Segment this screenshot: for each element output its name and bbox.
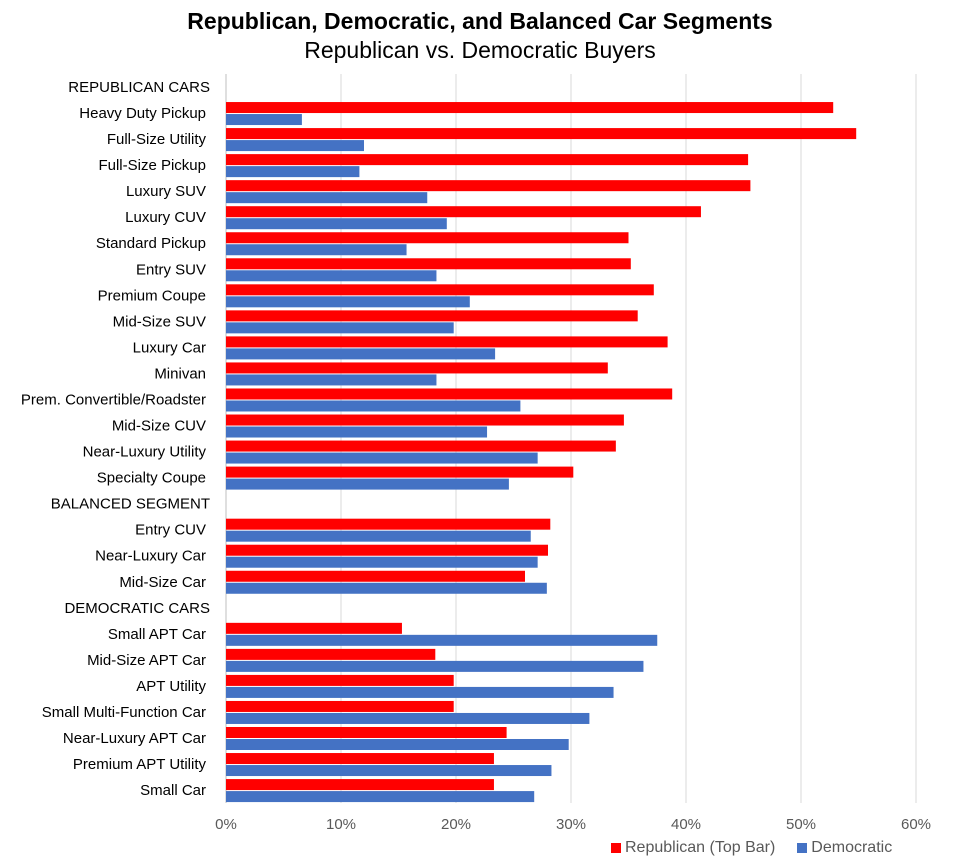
bar-democratic bbox=[226, 218, 447, 230]
bar-democratic bbox=[226, 582, 547, 594]
bar-democratic bbox=[226, 348, 496, 360]
bar-democratic bbox=[226, 712, 590, 724]
bar-republican bbox=[226, 648, 436, 660]
category-label: Mid-Size SUV bbox=[113, 313, 206, 330]
bar-democratic bbox=[226, 270, 437, 282]
bar-democratic bbox=[226, 530, 531, 542]
bar-republican bbox=[226, 544, 548, 556]
category-label: Prem. Convertible/Roadster bbox=[21, 391, 206, 408]
category-label: Small APT Car bbox=[108, 626, 206, 643]
category-label: Luxury SUV bbox=[126, 183, 206, 200]
bar-republican bbox=[226, 102, 834, 114]
bar-republican bbox=[226, 258, 631, 270]
x-tick-label: 60% bbox=[901, 816, 931, 833]
bar-republican bbox=[226, 700, 454, 712]
category-label: Near-Luxury APT Car bbox=[63, 730, 206, 747]
category-label: Small Car bbox=[140, 782, 206, 799]
bar-democratic bbox=[226, 140, 364, 152]
legend: Republican (Top Bar) Democratic bbox=[611, 839, 914, 857]
bar-democratic bbox=[226, 478, 509, 490]
bar-republican bbox=[226, 128, 857, 140]
bar-democratic bbox=[226, 322, 454, 334]
bar-republican bbox=[226, 336, 668, 348]
group-header-label: BALANCED SEGMENT bbox=[51, 496, 210, 513]
bar-republican bbox=[226, 622, 402, 634]
legend-item-democratic: Democratic bbox=[797, 839, 892, 857]
category-label: Minivan bbox=[154, 365, 206, 382]
category-label: Small Multi-Function Car bbox=[42, 704, 206, 721]
group-header-label: REPUBLICAN CARS bbox=[68, 79, 210, 96]
bar-republican bbox=[226, 362, 608, 374]
bar-republican bbox=[226, 518, 551, 530]
category-label: Entry CUV bbox=[135, 522, 206, 539]
bar-republican bbox=[226, 154, 749, 166]
bar-democratic bbox=[226, 660, 644, 672]
x-tick-label: 10% bbox=[326, 816, 356, 833]
bar-republican bbox=[226, 440, 616, 452]
bar-democratic bbox=[226, 739, 569, 750]
bar-republican bbox=[226, 414, 624, 426]
bar-republican bbox=[226, 232, 629, 244]
category-label: Mid-Size Car bbox=[119, 574, 206, 591]
bar-republican bbox=[226, 388, 673, 400]
bar-democratic bbox=[226, 686, 614, 698]
bar-democratic bbox=[226, 791, 535, 803]
bar-republican bbox=[226, 466, 574, 478]
legend-swatch-republican bbox=[611, 843, 621, 853]
bar-republican bbox=[226, 674, 454, 686]
x-tick-label: 0% bbox=[215, 816, 237, 833]
group-header-label: DEMOCRATIC CARS bbox=[64, 600, 210, 617]
legend-swatch-democratic bbox=[797, 843, 808, 853]
chart-title: Republican, Democratic, and Balanced Car… bbox=[187, 8, 773, 34]
bar-republican bbox=[226, 310, 638, 322]
bar-democratic bbox=[226, 426, 488, 438]
category-label: Specialty Coupe bbox=[97, 470, 206, 487]
category-label: Near-Luxury Utility bbox=[83, 444, 207, 461]
bar-democratic bbox=[226, 400, 521, 412]
x-tick-label: 20% bbox=[441, 816, 471, 833]
category-labels: REPUBLICAN CARS Heavy Duty Pickup Full-Siz… bbox=[21, 79, 210, 799]
category-label: Premium Coupe bbox=[98, 287, 206, 304]
category-label: APT Utility bbox=[136, 678, 206, 695]
category-label: Premium APT Utility bbox=[73, 756, 207, 773]
category-label: Luxury Car bbox=[133, 339, 206, 356]
bar-democratic bbox=[226, 556, 538, 568]
bar-republican bbox=[226, 284, 654, 296]
bar-republican bbox=[226, 753, 494, 765]
bar-democratic bbox=[226, 114, 302, 126]
category-label: Full-Size Utility bbox=[107, 131, 207, 148]
category-label: Luxury CUV bbox=[125, 209, 206, 226]
bar-republican bbox=[226, 727, 507, 738]
x-tick-label: 40% bbox=[671, 816, 701, 833]
x-tick-label: 50% bbox=[786, 816, 816, 833]
category-label: Standard Pickup bbox=[96, 235, 206, 252]
bar-democratic bbox=[226, 765, 552, 777]
bar-democratic bbox=[226, 452, 538, 464]
bar-democratic bbox=[226, 296, 470, 308]
bar-republican bbox=[226, 570, 525, 582]
bar-democratic bbox=[226, 374, 437, 386]
bar-republican bbox=[226, 180, 751, 192]
legend-label-republican: Republican (Top Bar) bbox=[625, 839, 776, 856]
x-tick-labels: 0% 10% 20% 30% 40% 50% 60% bbox=[215, 816, 931, 833]
category-label: Full-Size Pickup bbox=[98, 157, 206, 174]
bar-democratic bbox=[226, 166, 360, 178]
bar-democratic bbox=[226, 634, 658, 646]
bar-republican bbox=[226, 779, 494, 791]
category-label: Heavy Duty Pickup bbox=[79, 105, 206, 122]
legend-label-democratic: Democratic bbox=[811, 839, 893, 856]
category-label: Entry SUV bbox=[136, 261, 206, 278]
chart-subtitle: Republican vs. Democratic Buyers bbox=[304, 37, 656, 63]
bars bbox=[226, 102, 857, 803]
bar-democratic bbox=[226, 244, 407, 256]
category-label: Mid-Size APT Car bbox=[87, 652, 206, 669]
x-tick-label: 30% bbox=[556, 816, 586, 833]
bar-republican bbox=[226, 206, 701, 218]
category-label: Mid-Size CUV bbox=[112, 418, 206, 435]
category-label: Near-Luxury Car bbox=[95, 548, 206, 565]
bar-democratic bbox=[226, 192, 428, 204]
legend-item-republican: Republican (Top Bar) bbox=[611, 839, 775, 857]
